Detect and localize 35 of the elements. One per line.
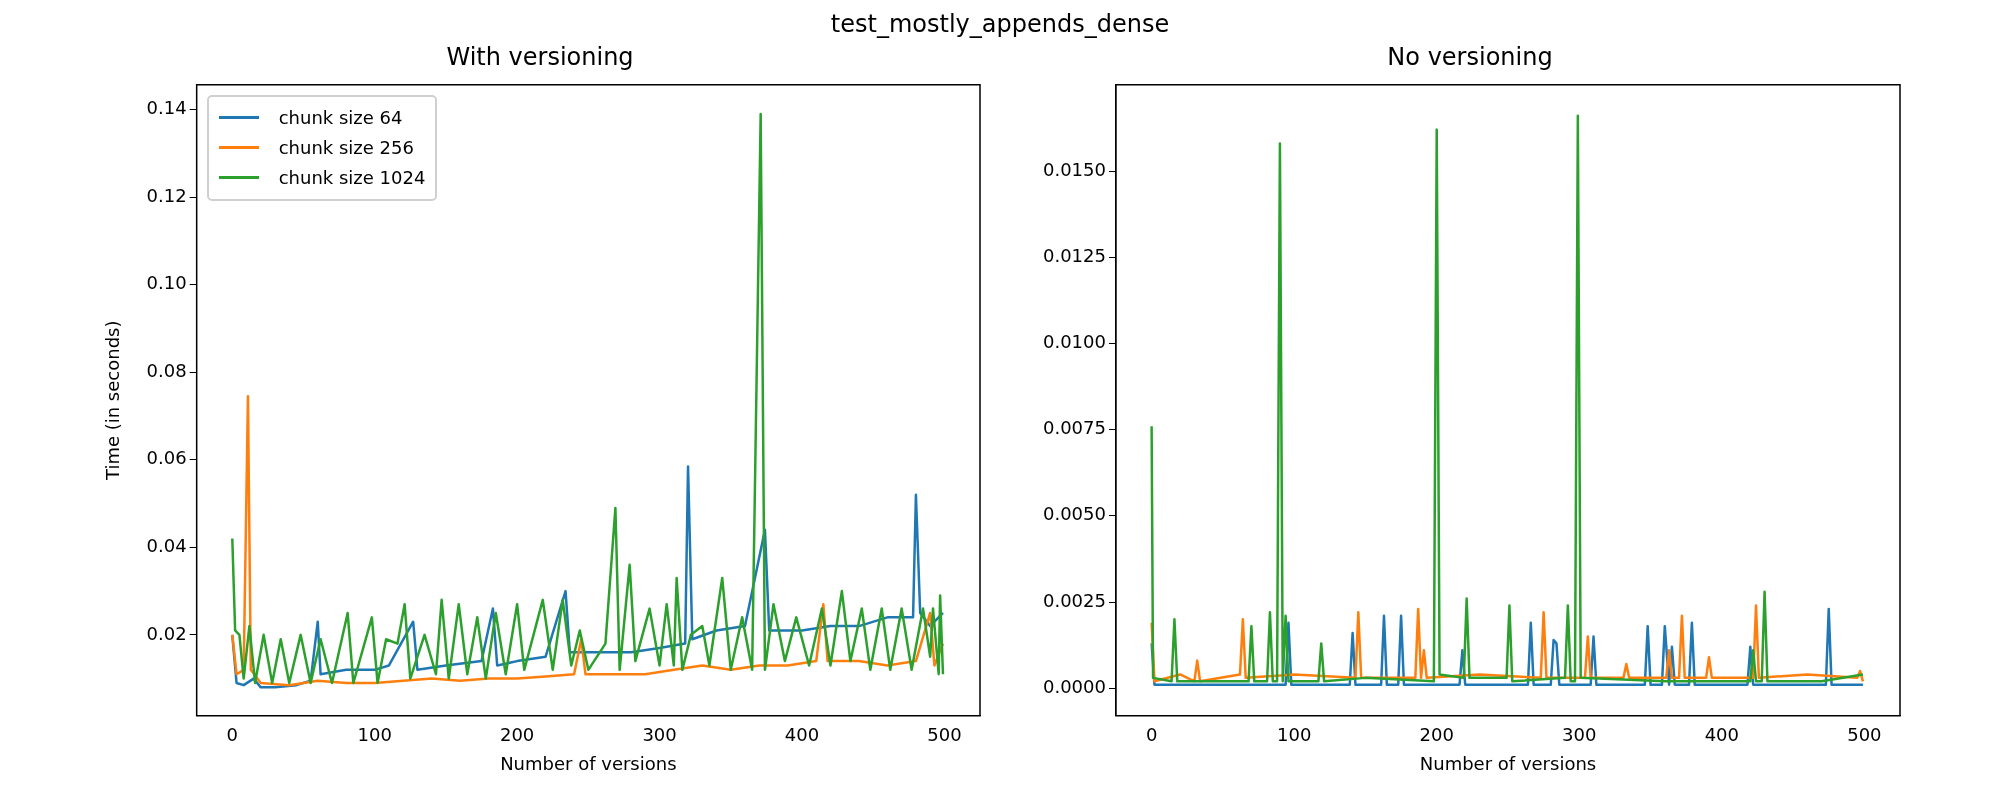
x-tick-label: 300 (642, 724, 677, 746)
y-tick-label: 0.0025 (1043, 589, 1106, 611)
x-tick-label: 200 (499, 724, 535, 746)
x-axis-title: Number of versions (500, 752, 677, 774)
x-tick-label: 400 (1704, 724, 1739, 746)
y-tick-label: 0.0075 (1043, 417, 1106, 439)
y-tick-label: 0.12 (146, 184, 187, 206)
x-tick-label: 200 (1419, 724, 1454, 746)
y-tick-label: 0.0050 (1043, 503, 1106, 525)
y-tick-label: 0.02 (146, 622, 187, 644)
x-tick-label: 500 (927, 724, 962, 746)
y-tick-label: 0.0100 (1043, 331, 1106, 353)
x-axis-title: Number of versions (1419, 752, 1597, 774)
y-tick-label: 0.0125 (1043, 244, 1106, 266)
x-tick-label: 400 (784, 724, 820, 746)
legend-label: chunk size 256 (278, 137, 414, 159)
y-tick-label: 0.04 (146, 535, 187, 556)
chart-title: No versioning (1387, 42, 1553, 71)
x-tick-label: 0 (226, 724, 239, 746)
x-tick-label: 500 (1847, 724, 1882, 746)
chart-title: test_mostly_appends_dense (829, 10, 1171, 38)
x-tick-label: 100 (1276, 724, 1312, 746)
y-tick-label: 0.14 (146, 97, 187, 119)
y-tick-label: 0.0150 (1043, 158, 1106, 180)
x-tick-label: 0 (1145, 724, 1158, 746)
y-tick-label: 0.06 (146, 447, 187, 469)
x-tick-label: 300 (1562, 724, 1597, 746)
y-tick-label: 0.0000 (1043, 675, 1106, 697)
y-tick-label: 0.08 (146, 359, 187, 381)
x-tick-label: 100 (357, 724, 392, 746)
chart-subtitle: With versioning (446, 42, 634, 71)
y-axis-title: Time (in seconds) (102, 320, 124, 482)
y-tick-label: 0.10 (146, 272, 187, 294)
legend-label: chunk size 64 (278, 107, 403, 129)
legend-label: chunk size 1024 (278, 167, 426, 189)
